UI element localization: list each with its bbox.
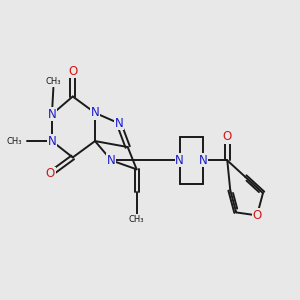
Text: CH₃: CH₃ (129, 215, 144, 224)
Text: N: N (47, 135, 56, 148)
Text: CH₃: CH₃ (46, 77, 61, 86)
Text: N: N (107, 154, 116, 167)
Text: CH₃: CH₃ (7, 136, 22, 146)
Text: O: O (68, 65, 77, 78)
Text: N: N (114, 117, 123, 130)
Text: N: N (91, 106, 99, 119)
Text: O: O (46, 167, 55, 180)
Text: O: O (223, 130, 232, 143)
Text: N: N (199, 154, 208, 167)
Text: O: O (252, 209, 262, 222)
Text: N: N (47, 108, 56, 121)
Text: N: N (175, 154, 184, 167)
